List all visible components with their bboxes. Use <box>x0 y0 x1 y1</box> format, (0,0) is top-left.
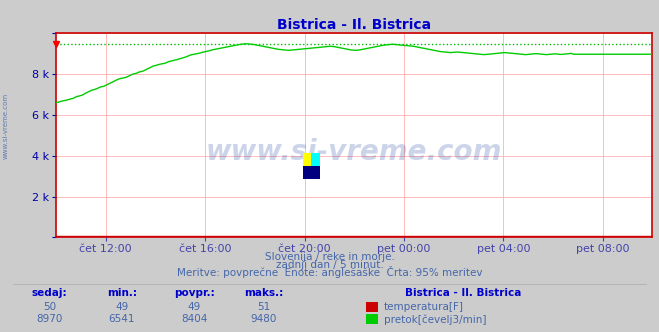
Title: Bistrica - Il. Bistrica: Bistrica - Il. Bistrica <box>277 18 431 32</box>
Bar <box>312 166 320 179</box>
Text: temperatura[F]: temperatura[F] <box>384 302 463 312</box>
Text: 49: 49 <box>188 302 201 312</box>
Text: www.si-vreme.com: www.si-vreme.com <box>2 93 9 159</box>
Text: 49: 49 <box>115 302 129 312</box>
Text: Slovenija / reke in morje.: Slovenija / reke in morje. <box>264 252 395 262</box>
Text: povpr.:: povpr.: <box>174 288 215 298</box>
Text: Bistrica - Il. Bistrica: Bistrica - Il. Bistrica <box>405 288 522 298</box>
Text: 6541: 6541 <box>109 314 135 324</box>
Text: 9480: 9480 <box>250 314 277 324</box>
Bar <box>312 153 320 166</box>
Text: min.:: min.: <box>107 288 137 298</box>
Text: Meritve: povprečne  Enote: anglešaške  Črta: 95% meritev: Meritve: povprečne Enote: anglešaške Črt… <box>177 266 482 278</box>
Bar <box>303 153 312 166</box>
Text: sedaj:: sedaj: <box>32 288 67 298</box>
Text: 8970: 8970 <box>36 314 63 324</box>
Text: maks.:: maks.: <box>244 288 283 298</box>
Text: zadnji dan / 5 minut.: zadnji dan / 5 minut. <box>275 260 384 270</box>
Bar <box>303 166 312 179</box>
Text: 51: 51 <box>257 302 270 312</box>
Text: 50: 50 <box>43 302 56 312</box>
Text: www.si-vreme.com: www.si-vreme.com <box>206 138 502 166</box>
Text: pretok[čevelj3/min]: pretok[čevelj3/min] <box>384 314 486 325</box>
Text: 8404: 8404 <box>181 314 208 324</box>
